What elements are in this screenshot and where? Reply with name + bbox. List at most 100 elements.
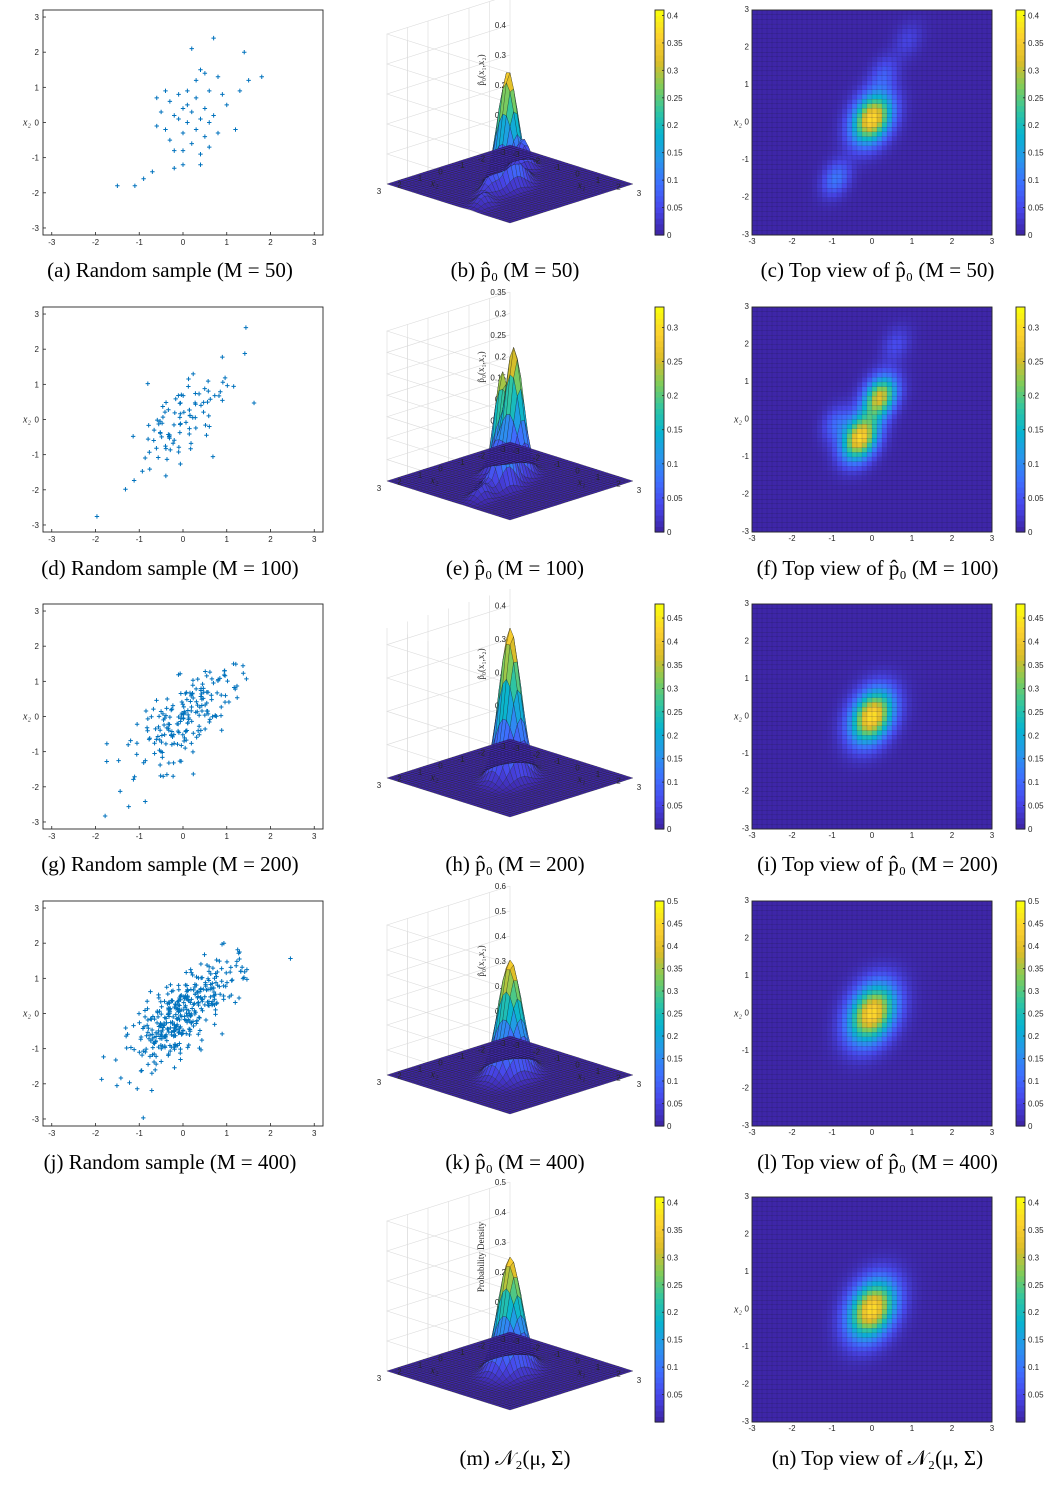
heatmap-cell: [982, 207, 987, 212]
y-tick-label: 1: [745, 80, 750, 89]
colorbar-tick-label: 0: [667, 231, 672, 240]
heatmap-cell: [757, 137, 762, 142]
data-point: [203, 423, 207, 427]
heatmap-cell: [917, 29, 922, 34]
heatmap-cell: [987, 62, 992, 67]
heatmap-cell: [852, 66, 857, 71]
heatmap-cell: [897, 52, 902, 57]
heatmap-cell: [847, 127, 852, 132]
heatmap-cell: [912, 38, 917, 43]
heatmap-cell: [782, 127, 787, 132]
data-point: [194, 426, 198, 430]
heatmap-cell: [927, 90, 932, 95]
y-tick-label: -1: [32, 154, 40, 163]
heatmap-cell: [852, 104, 857, 109]
heatmap-cell: [832, 80, 837, 85]
heatmap-cell: [937, 179, 942, 184]
heatmap-cell: [772, 137, 777, 142]
colorbar-cell: [1016, 55, 1025, 61]
heatmap-cell: [802, 10, 807, 15]
heatmap-cell: [962, 132, 967, 137]
heatmap-cell: [972, 57, 977, 62]
heatmap-cell: [897, 188, 902, 193]
heatmap-cell: [982, 151, 987, 156]
heatmap-cell: [857, 94, 862, 99]
heatmap-cell: [772, 29, 777, 34]
heatmap-cell: [782, 169, 787, 174]
heatmap-cell: [942, 85, 947, 90]
heatmap-cell: [887, 113, 892, 118]
heatmap-cell: [847, 94, 852, 99]
heatmap-cell: [987, 160, 992, 165]
data-point: [140, 469, 144, 473]
heatmap-cell: [907, 43, 912, 48]
heatmap-cell: [987, 212, 992, 217]
heatmap-cell: [842, 99, 847, 104]
heatmap-cell: [867, 212, 872, 217]
heatmap-cell: [802, 165, 807, 170]
heatmap-cell: [802, 221, 807, 226]
heatmap-cell: [817, 29, 822, 34]
heatmap-cell: [827, 141, 832, 146]
heatmap-cell: [967, 132, 972, 137]
heatmap-cell: [812, 104, 817, 109]
heatmap-cell: [827, 127, 832, 132]
heatmap-cell: [767, 29, 772, 34]
heatmap-cell: [897, 127, 902, 132]
heatmap-cell: [937, 202, 942, 207]
heatmap-cell: [822, 127, 827, 132]
heatmap-cell: [887, 141, 892, 146]
heatmap-cell: [982, 137, 987, 142]
heatmap-cell: [947, 146, 952, 151]
y-tick-label: -3: [32, 224, 40, 233]
heatmap-cell: [807, 198, 812, 203]
heatmap-cell: [847, 71, 852, 76]
heatmap-cell: [772, 226, 777, 231]
heatmap-cell: [932, 33, 937, 38]
heatmap-cell: [827, 137, 832, 142]
data-point: [211, 454, 215, 458]
heatmap-cell: [947, 221, 952, 226]
heatmap-cell: [967, 80, 972, 85]
colorbar-tick-label: 0.15: [1028, 149, 1044, 158]
colorbar-cell: [1016, 111, 1025, 117]
heatmap-cell: [762, 99, 767, 104]
heatmap-cell: [887, 80, 892, 85]
heatmap-cell: [942, 57, 947, 62]
heatmap-cell: [857, 85, 862, 90]
heatmap-cell: [982, 85, 987, 90]
heatmap-cell: [982, 146, 987, 151]
heatmap-cell: [772, 52, 777, 57]
heatmap-cell: [887, 104, 892, 109]
heatmap-cell: [902, 127, 907, 132]
heatmap-cell: [937, 52, 942, 57]
heatmap-cell: [842, 198, 847, 203]
heatmap-cell: [972, 174, 977, 179]
heatmap-cell: [857, 188, 862, 193]
heatmap-cell: [827, 29, 832, 34]
heatmap-cell: [762, 137, 767, 142]
heatmap-cell: [902, 113, 907, 118]
heatmap-cell: [762, 43, 767, 48]
data-point: [152, 428, 156, 432]
heatmap-cell: [772, 38, 777, 43]
colorbar-cell: [655, 38, 664, 44]
heatmap-cell: [877, 160, 882, 165]
heatmap-cell: [867, 104, 872, 109]
heatmap-cell: [757, 15, 762, 20]
heatmap-cell: [907, 202, 912, 207]
heatmap-cell: [947, 52, 952, 57]
heatmap-cell: [837, 52, 842, 57]
heatmap-cell: [897, 113, 902, 118]
heatmap-cell: [752, 90, 757, 95]
heatmap-cell: [757, 193, 762, 198]
heatmap-cell: [972, 104, 977, 109]
heatmap-cell: [827, 212, 832, 217]
heatmap-cell: [977, 62, 982, 67]
heatmap-cell: [807, 169, 812, 174]
heatmap-cell: [917, 48, 922, 53]
heatmap-cell: [787, 99, 792, 104]
heatmap-cell: [937, 183, 942, 188]
data-point: [147, 450, 151, 454]
heatmap-cell: [752, 57, 757, 62]
